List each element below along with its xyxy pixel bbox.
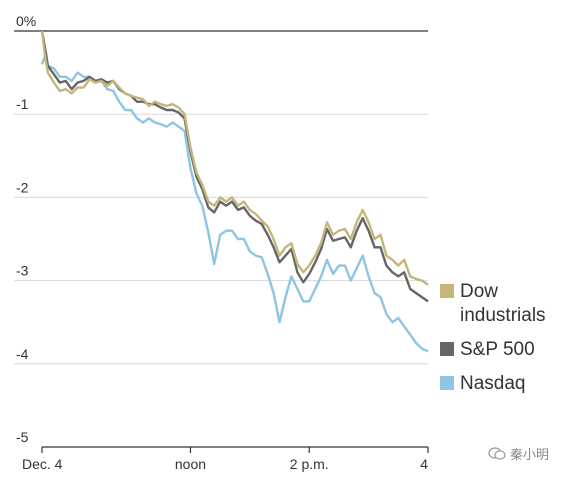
series-line-nasdaq xyxy=(40,54,429,353)
legend-swatch-nasdaq xyxy=(440,376,454,390)
legend-swatch-sp500 xyxy=(440,342,454,356)
legend-item-nasdaq: Nasdaq xyxy=(440,372,575,396)
y-axis: 0% -1 -2 -3 -4 -5 xyxy=(16,13,36,445)
legend-swatch-dow xyxy=(440,284,454,298)
y-tick-label: -3 xyxy=(16,263,29,279)
x-axis: Dec. 4 noon 2 p.m. 4 xyxy=(22,446,429,472)
y-tick-label: -1 xyxy=(16,96,29,112)
x-tick-label: 2 p.m. xyxy=(290,456,329,472)
y-tick-label: -4 xyxy=(16,346,29,362)
x-tick-label: noon xyxy=(175,456,206,472)
x-tick-label: Dec. 4 xyxy=(22,456,63,472)
legend-item-sp500: S&P 500 xyxy=(440,338,575,362)
legend-label-dow: Dow industrials xyxy=(460,281,546,326)
series-line-sp500 xyxy=(40,30,429,303)
y-tick-label: -2 xyxy=(16,179,29,195)
watermark-text: 秦小明 xyxy=(510,447,550,462)
series-line-dow xyxy=(40,30,429,286)
legend: Dow industrials S&P 500 Nasdaq xyxy=(440,280,575,406)
legend-item-dow: Dow industrials xyxy=(440,280,575,328)
legend-label-nasdaq: Nasdaq xyxy=(460,373,526,394)
y-tick-label: -5 xyxy=(16,429,29,445)
x-tick-label: 4 xyxy=(420,456,428,472)
series-lines xyxy=(40,30,429,353)
wechat-icon xyxy=(488,447,506,460)
legend-label-sp500: S&P 500 xyxy=(460,339,535,360)
y-tick-label: 0% xyxy=(16,13,36,29)
watermark: 秦小明 xyxy=(488,444,549,463)
